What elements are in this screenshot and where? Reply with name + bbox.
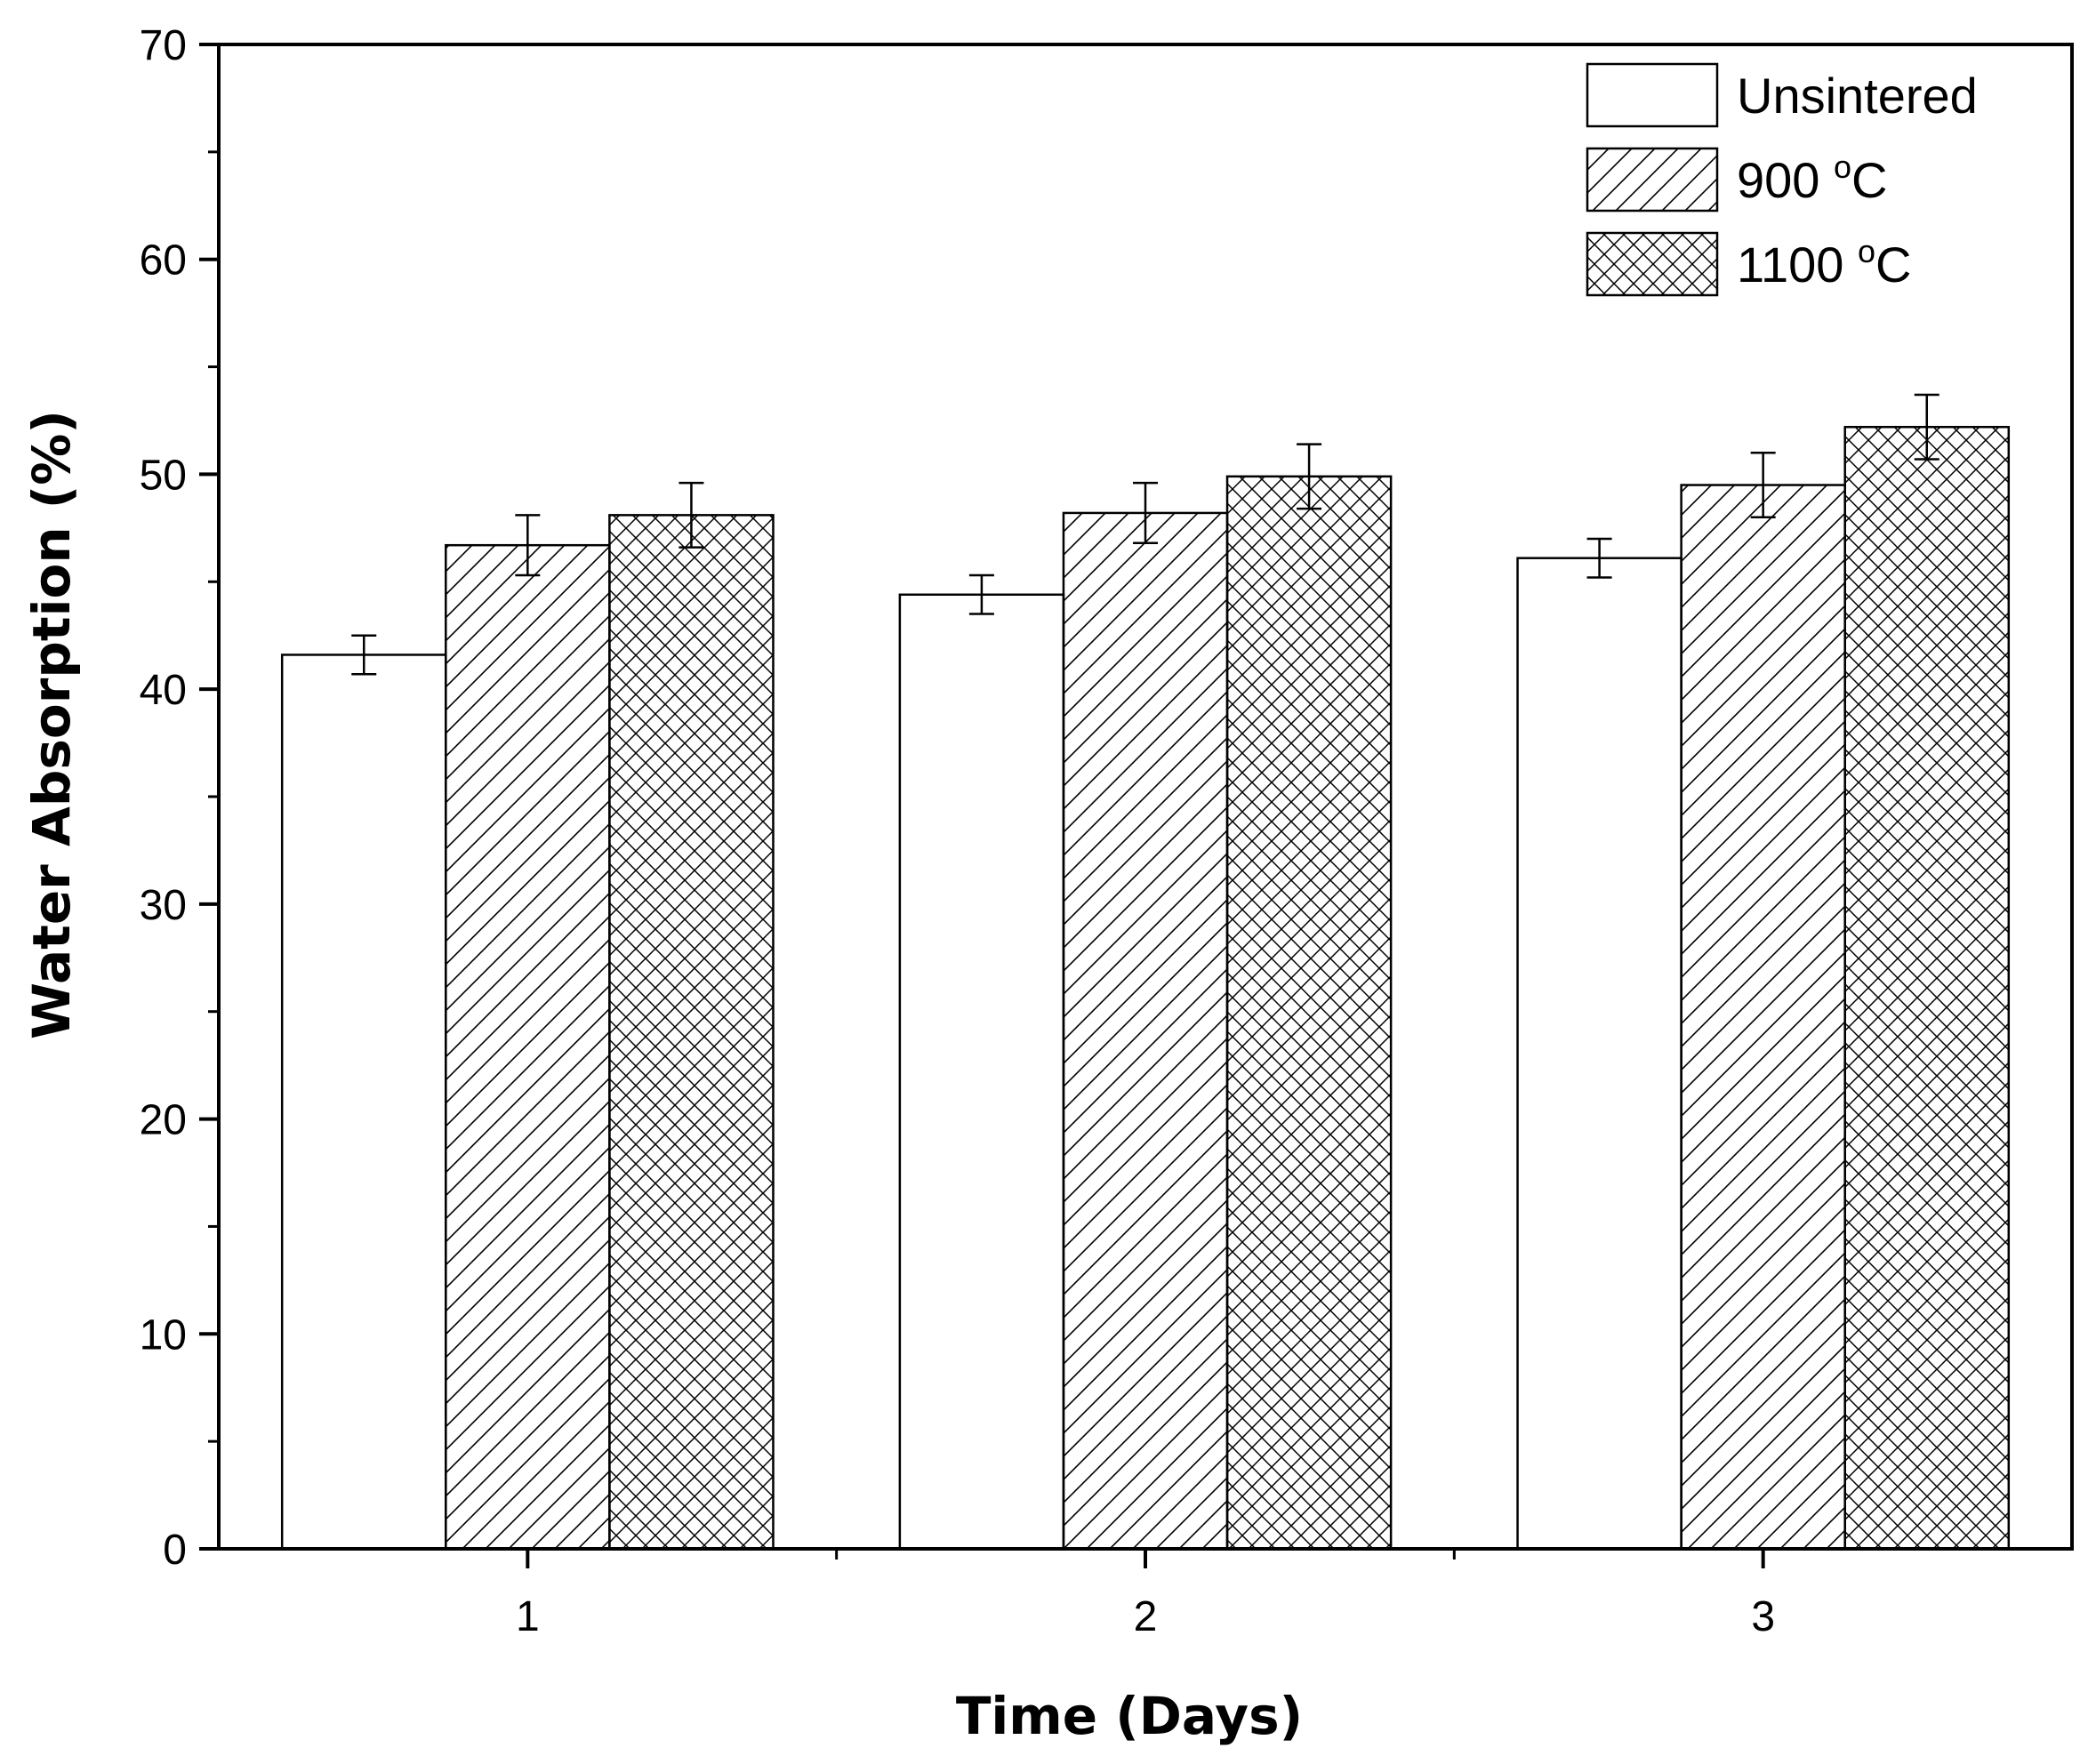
y-axis-title: Water Absorption (%)	[21, 410, 82, 1039]
error-bar	[968, 573, 994, 615]
bar-diagonal-3	[1680, 484, 1846, 1551]
y-tick-label: 20	[140, 1097, 187, 1144]
bar-none-2	[898, 593, 1065, 1551]
x-axis: 1 2 3	[516, 1549, 1775, 1640]
y-tick-label: 0	[163, 1527, 187, 1574]
bar-diagonal-1	[445, 543, 611, 1551]
x-tick-label: 2	[1134, 1593, 1158, 1640]
x-tick-label: 3	[1751, 1593, 1775, 1640]
bars-layer	[280, 426, 2011, 1551]
legend-label: 900 oC	[1737, 148, 1887, 208]
error-bar	[1750, 452, 1776, 519]
y-tick-label: 40	[140, 667, 187, 714]
y-tick-label: 70	[140, 22, 187, 69]
error-bar	[1297, 443, 1322, 510]
error-bar	[351, 634, 377, 676]
bar-none-1	[280, 653, 447, 1551]
error-bar	[515, 514, 541, 577]
y-tick-label: 60	[140, 237, 187, 285]
bar-crosshatch-2	[1225, 475, 1393, 1551]
bar-none-3	[1516, 557, 1682, 1551]
legend: Unsintered 900 oC 1100 oC	[1586, 62, 1978, 297]
error-bars-layer	[351, 393, 1939, 676]
x-tick-label: 1	[516, 1593, 540, 1640]
legend-label: Unsintered	[1737, 68, 1978, 124]
y-tick-label: 50	[140, 452, 187, 499]
legend-label: 1100 oC	[1737, 233, 1911, 293]
error-bar	[679, 481, 704, 549]
legend-swatch-none	[1586, 62, 1719, 128]
error-bar	[1914, 393, 1939, 461]
bar-diagonal-2	[1062, 511, 1229, 1551]
bar-crosshatch-1	[608, 514, 775, 1551]
legend-swatch-diagonal	[1586, 147, 1719, 212]
legend-swatch-crosshatch	[1586, 231, 1719, 297]
y-tick-label: 30	[140, 882, 187, 929]
y-axis: 0 10 20 30 40 50 60 70	[140, 22, 219, 1574]
error-bar	[1133, 481, 1158, 545]
bar-crosshatch-3	[1843, 426, 2011, 1551]
x-axis-title: Time (Days)	[956, 1686, 1303, 1746]
error-bar	[1586, 537, 1612, 579]
y-tick-label: 10	[140, 1311, 187, 1359]
